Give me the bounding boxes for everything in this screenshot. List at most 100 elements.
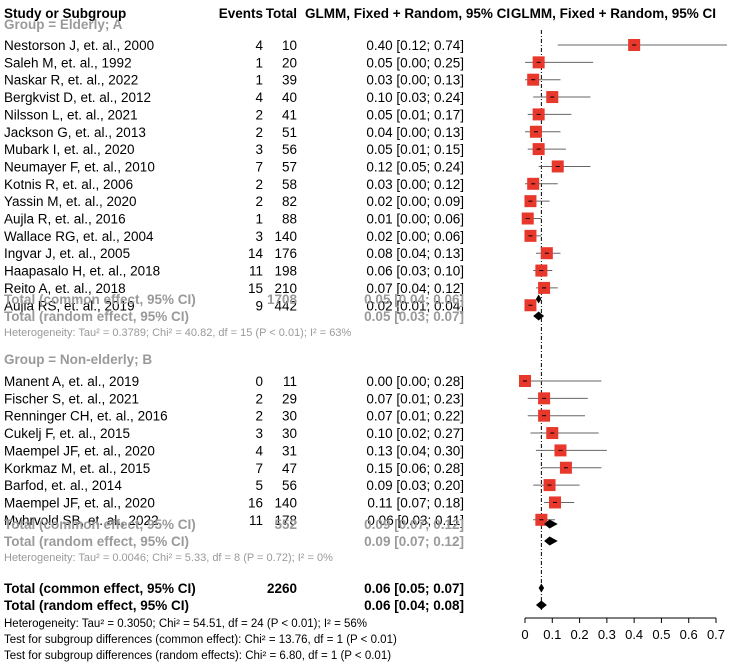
study-total: 47 [282,461,297,476]
study-total: 30 [282,426,297,441]
study-name: Aujla RS, et. al., 2019 [4,298,135,313]
study-total: 11 [283,374,297,389]
study-ci: 0.15 [0.06; 0.28] [366,461,464,476]
study-events: 2 [255,194,263,209]
overall-heterogeneity: Heterogeneity: Tau² = 0.3050; Chi² = 54.… [4,618,367,630]
subtotal-random-ci: 0.09 [0.07; 0.12] [364,534,464,549]
study-ci: 0.07 [0.01; 0.23] [366,391,464,406]
overall-common-diamond [538,583,545,593]
study-name: Ingvar J, et. al., 2005 [4,246,130,261]
overall-common-total: 2260 [267,581,297,596]
study-ci: 0.40 [0.12; 0.74] [366,38,464,53]
study-events: 1 [255,73,263,88]
study-ci: 0.03 [0.00; 0.12] [366,177,464,192]
study-name: Bergkvist D, et. al., 2012 [4,90,151,105]
study-events: 4 [255,443,263,458]
study-name: Maempel JF, et. al., 2020 [4,443,155,458]
study-total: 56 [282,478,297,493]
study-events: 3 [255,229,263,244]
study-ci: 0.04 [0.00; 0.13] [366,125,464,140]
study-name: Manent A, et. al., 2019 [4,374,139,389]
study-ci: 0.13 [0.04; 0.30] [366,443,464,458]
study-name: Wallace RG, et. al., 2004 [4,229,154,244]
study-total: 40 [282,90,297,105]
study-ci: 0.10 [0.02; 0.27] [366,426,464,441]
group-heterogeneity: Heterogeneity: Tau² = 0.0046; Chi² = 5.3… [4,552,333,564]
subtotal-random-label: Total (random effect, 95% CI) [4,534,189,549]
study-ci: 0.02 [0.01; 0.04] [366,298,464,313]
group-heterogeneity: Heterogeneity: Tau² = 0.3789; Chi² = 40.… [4,327,351,339]
study-name: Nilsson L, et. al., 2021 [4,107,138,122]
header-study: Study or Subgroup [4,6,126,21]
study-name: Yassin M, et. al., 2020 [4,194,137,209]
subtotal-random-ci: 0.05 [0.03; 0.07] [364,309,464,324]
study-name: Myhrvold SB, et. al., 2022 [4,513,159,528]
study-name: Saleh M, et. al., 1992 [4,55,132,70]
study-name: Jackson G, et. al., 2013 [4,125,146,140]
study-events: 5 [255,478,263,493]
x-tick-label: 0.4 [625,627,643,642]
study-ci: 0.02 [0.00; 0.09] [366,194,464,209]
study-name: Nestorson J, et. al., 2000 [4,38,154,53]
study-ci: 0.09 [0.03; 0.20] [366,478,464,493]
study-total: 51 [282,125,297,140]
study-events: 11 [249,513,263,528]
study-name: Aujla R, et. al., 2016 [4,212,126,227]
study-events: 2 [255,177,263,192]
study-events: 0 [255,374,263,389]
study-events: 15 [248,281,263,296]
study-events: 14 [248,246,264,261]
study-total: 29 [282,391,297,406]
subtotal-common-total: 1708 [267,292,298,307]
overall-common-label: Total (common effect, 95% CI) [4,581,196,596]
study-total: 20 [282,55,297,70]
header-events: Events [219,6,263,21]
subtotal-common-diamond [535,294,542,304]
study-events: 16 [248,495,263,510]
x-tick-label: 0.1 [543,627,561,642]
study-events: 3 [255,426,263,441]
study-total: 57 [282,159,297,174]
subgroup-test-common: Test for subgroup differences (common ef… [4,634,397,646]
study-total: 30 [282,409,297,424]
study-ci: 0.07 [0.01; 0.22] [366,409,464,424]
study-total: 31 [282,443,297,458]
study-total: 10 [282,38,297,53]
study-ci: 0.05 [0.00; 0.25] [366,55,464,70]
study-total: 58 [282,177,297,192]
group-title: Group = Elderly; A [4,17,123,32]
study-ci: 0.06 [0.03; 0.11] [367,513,464,528]
study-ci: 0.07 [0.04; 0.12] [366,281,464,296]
subtotal-common-label: Total (common effect, 95% CI) [4,292,196,307]
study-name: Haapasalo H, et. al., 2018 [4,264,160,279]
study-events: 7 [255,461,263,476]
study-events: 4 [255,90,263,105]
x-tick-label: 0.2 [571,627,589,642]
study-name: Cukelj F, et. al., 2015 [4,426,130,441]
study-total: 82 [282,194,297,209]
study-total: 140 [274,495,297,510]
header-plot: GLMM, Fixed + Random, 95% CI [511,6,716,21]
study-events: 4 [255,38,263,53]
study-ci: 0.08 [0.04; 0.13] [366,246,464,261]
study-name: Kotnis R, et. al., 2006 [4,177,133,192]
study-ci: 0.11 [0.07; 0.18] [367,495,464,510]
x-tick-label: 0.6 [680,627,698,642]
study-name: Fischer S, et. al., 2021 [4,391,139,406]
study-events: 2 [255,409,263,424]
study-events: 1 [255,212,263,227]
study-ci: 0.10 [0.03; 0.24] [366,90,464,105]
subgroup-test-random: Test for subgroup differences (random ef… [4,650,391,662]
x-tick-label: 0 [521,627,528,642]
subtotal-random-label: Total (random effect, 95% CI) [4,309,189,324]
study-name: Naskar R, et. al., 2022 [4,73,138,88]
subtotal-common-diamond [544,519,558,529]
study-name: Barfod, et. al., 2014 [4,478,122,493]
subtotal-random-diamond [544,536,558,546]
study-ci: 0.03 [0.00; 0.13] [366,73,464,88]
study-total: 210 [274,281,297,296]
study-ci: 0.02 [0.00; 0.06] [366,229,464,244]
study-events: 1 [255,55,263,70]
overall-random-ci: 0.06 [0.04; 0.08] [364,598,464,613]
